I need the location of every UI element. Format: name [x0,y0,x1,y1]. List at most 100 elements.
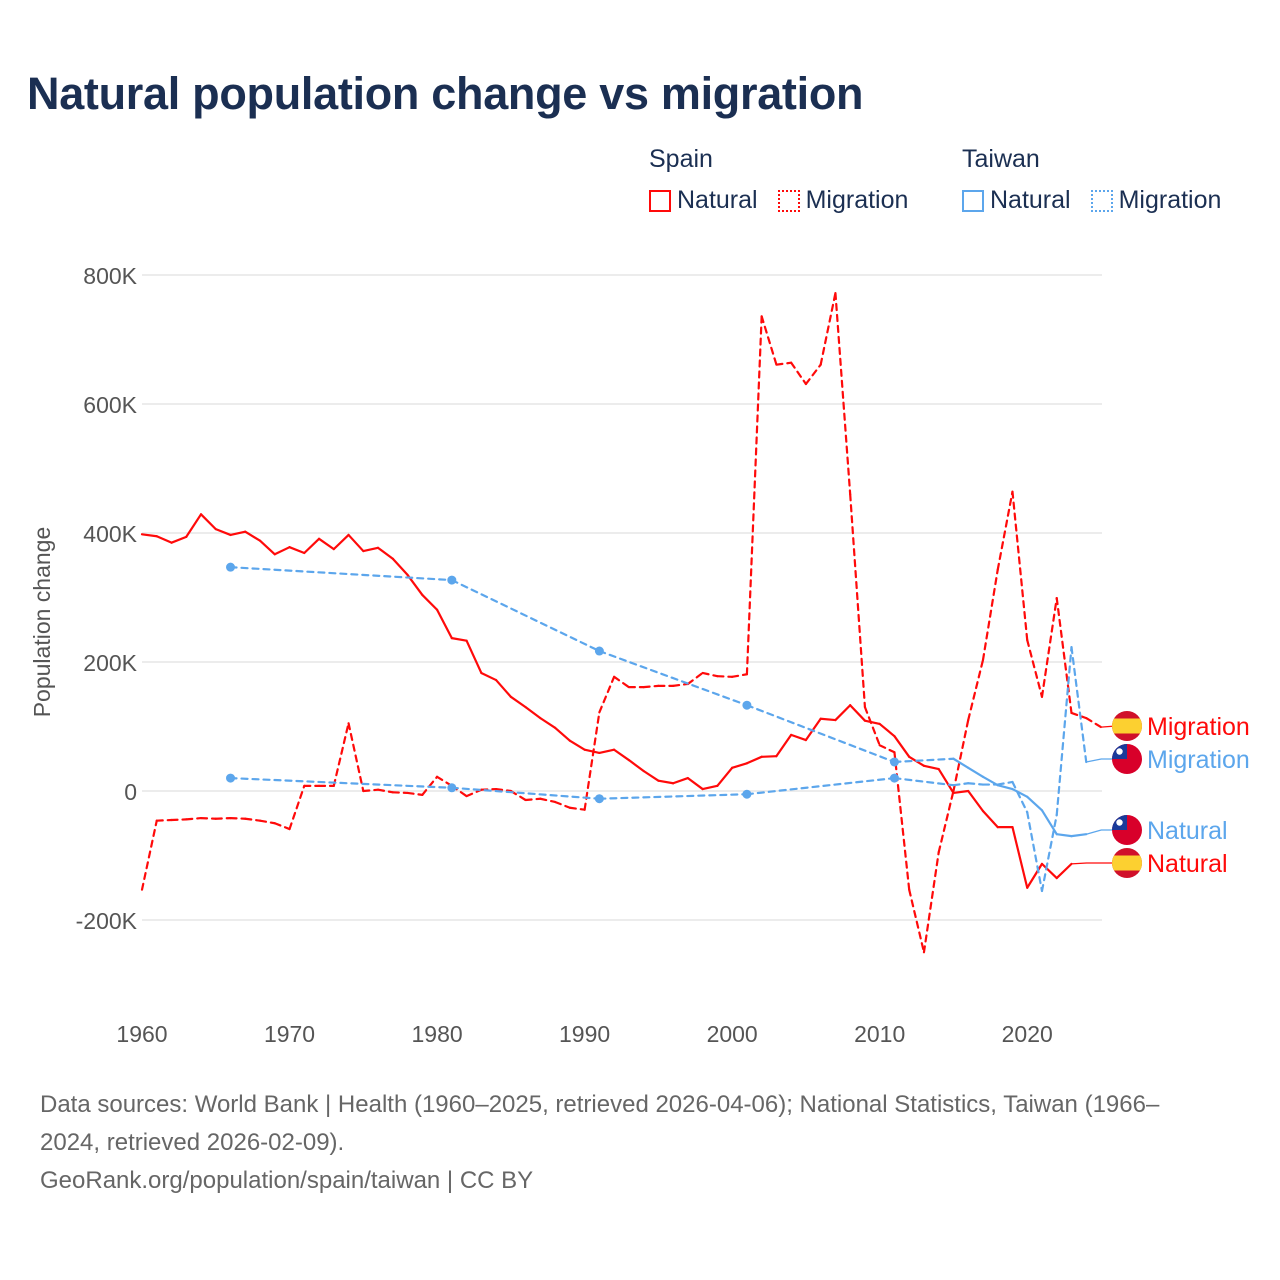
taiwan-flag-icon [1112,744,1142,774]
spain-natural-segment [273,546,291,556]
taiwan-natural-segment [1070,833,1088,838]
spain-migration-segment [583,711,601,811]
spain-natural-segment [554,726,571,742]
taiwan-migration-segment [893,776,955,787]
taiwan-migration-segment [1026,811,1044,893]
footer-line: Data sources: World Bank | Health (1960–… [40,1091,1160,1118]
spain-migration-segment [273,822,291,831]
solid-swatch-icon [649,189,671,212]
taiwan-migration-segment [598,793,749,800]
spain-natural-segment [819,717,837,722]
spain-natural-segment [568,739,586,751]
spain-natural-segment [450,637,468,642]
spain-natural-segment [672,776,689,785]
spain-natural-segment [598,748,616,755]
y-tick-label: -200K [76,908,138,934]
taiwan-natural-segment [893,757,955,764]
taiwan-migration-segment [996,780,1014,786]
taiwan-natural-point [226,562,236,572]
flag-blue [1112,815,1127,830]
flag-sun [1116,819,1123,826]
spain-migration-segment [834,291,852,496]
taiwan-migration-segment [1070,646,1088,764]
y-tick-label: 200K [83,650,137,676]
spain-natural-segment [199,513,217,531]
spain-migration-segment [362,788,380,793]
spain-migration-segment [494,787,512,793]
taiwan-flag-icon [1112,815,1142,845]
spain-natural-segment [539,717,557,729]
legend-group-taiwan: Taiwan Natural Migration [962,145,1221,215]
legend-item-spain-natural[interactable]: Natural [649,186,758,215]
legend-item-taiwan-natural[interactable]: Natural [962,186,1071,215]
end-label-connector [1086,758,1113,763]
footer-attribution[interactable]: GeoRank.org/population/spain/taiwan | CC… [40,1167,534,1194]
spain-natural-segment [760,755,778,758]
spain-migration-segment [613,675,630,689]
legend-item-spain-migration[interactable]: Migration [777,186,909,215]
legend-group-title: Taiwan [962,145,1040,173]
taiwan-natural-segment [1040,809,1058,836]
spain-migration-segment [760,315,778,366]
spain-natural-segment [613,748,630,762]
spain-natural-segment [893,735,911,758]
spain-natural-segment [583,748,601,755]
legend-item-taiwan-migration[interactable]: Migration [1090,186,1221,215]
taiwan-migration-segment [967,782,985,786]
legend-label: Natural [677,186,758,214]
spain-natural-segment [465,639,483,675]
legend-group-title: Spain [649,145,713,173]
spain-natural-segment [170,535,188,544]
solid-swatch-icon [962,189,984,212]
spain-migration-segment [465,788,483,798]
spain-natural-segment [686,776,704,791]
spain-natural-segment [804,717,822,742]
spain-natural-segment [731,762,749,769]
taiwan-migration-segment [1055,646,1073,816]
spain-migration-segment [140,819,158,891]
x-tick-label: 1990 [559,1021,610,1047]
spain-natural-segment [878,722,896,738]
dotted-swatch-icon [1090,189,1113,212]
flag-blue [1112,744,1127,759]
end-label: Natural [1147,817,1228,845]
spain-migration-segment [258,819,276,825]
spain-migration-segment [480,787,498,791]
spain-migration-segment [849,493,867,709]
spain-natural-segment [1011,826,1029,889]
taiwan-natural-point [447,575,457,585]
spain-migration-segment [1040,597,1058,698]
spain-migration-segment [922,851,940,954]
end-label-connector [1100,725,1117,728]
spain-natural-segment [376,546,394,560]
spain-migration-segment [406,791,424,796]
spain-migration-segment [229,816,247,820]
taiwan-migration-point [742,789,752,799]
spain-migration-segment [554,800,571,809]
taiwan-migration-segment [1040,813,1058,893]
spain-migration-segment [170,818,188,822]
taiwan-migration-point [889,773,899,783]
spain-migration-segment [568,806,586,811]
y-tick-label: 400K [83,521,137,547]
spain-natural-segment [627,758,645,773]
spain-natural-segment [775,733,793,758]
spain-migration-segment [288,784,306,831]
flag-yellow [1112,718,1142,734]
y-tick-label: 0 [124,779,137,805]
spain-migration-segment [244,817,262,822]
legend-label: Migration [805,186,909,214]
spain-natural-segment [494,678,512,698]
flag-red [1112,848,1142,878]
spain-flag-icon [1112,711,1142,741]
spain-migration-segment [790,361,808,386]
spain-natural-segment [967,789,985,813]
spain-migration-segment [642,684,660,689]
end-label-connector [1086,829,1113,835]
x-tick-label: 1970 [264,1021,315,1047]
spain-migration-segment [347,722,365,793]
spain-migration-segment [908,888,926,954]
y-tick-label: 800K [83,263,137,289]
flag-red [1112,711,1142,741]
spain-natural-segment [288,546,306,555]
